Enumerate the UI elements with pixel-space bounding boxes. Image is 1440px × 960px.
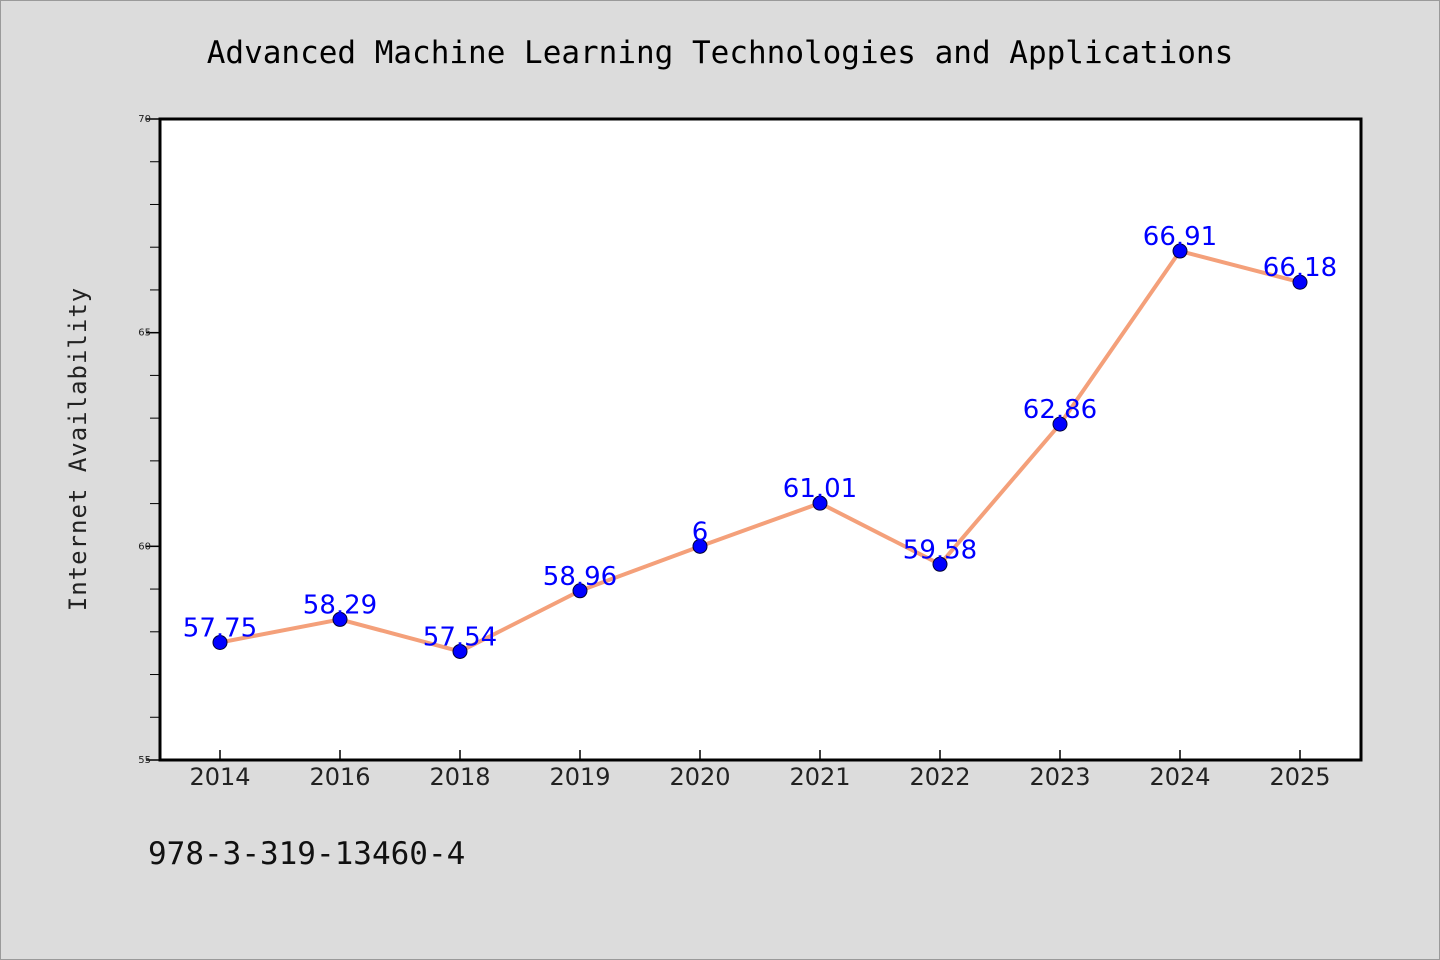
data-label: 59.58: [903, 535, 977, 565]
x-tick-label: 2021: [789, 763, 850, 791]
y-tick-label: 65: [138, 328, 151, 339]
data-point-marker: [332, 611, 348, 627]
x-tick-label: 2022: [909, 763, 970, 791]
data-label: 57.54: [423, 622, 497, 652]
y-tick-label: 70: [138, 114, 151, 125]
x-tick-label: 2014: [189, 763, 250, 791]
data-point-marker: [212, 634, 228, 650]
data-label: 61.01: [783, 474, 857, 504]
y-tick-label: 55: [138, 755, 151, 766]
x-tick-label: 2025: [1269, 763, 1330, 791]
series-markers: [212, 243, 1308, 659]
data-label: 62.86: [1023, 395, 1097, 425]
data-label: 58.96: [543, 562, 617, 592]
data-label: 57.75: [183, 613, 257, 643]
x-tick-label: 2020: [669, 763, 730, 791]
x-tick-label: 2024: [1149, 763, 1210, 791]
chart-title: Advanced Machine Learning Technologies a…: [207, 35, 1234, 71]
data-point-marker: [812, 495, 828, 511]
x-tick-label: 2019: [549, 763, 610, 791]
x-axis-ticks: 2014 2016 2018 2019 2020 2021 2022 2023 2024 2025: [189, 750, 1331, 791]
y-tick-label: 60: [138, 541, 151, 552]
data-point-marker: [452, 643, 468, 659]
footer-isbn: 978-3-319-13460-4: [148, 836, 465, 872]
data-point-marker: [1052, 416, 1068, 432]
data-label: 58.29: [303, 590, 377, 620]
data-labels: 57.75 58.29 57.54 58.96 6 61.01 59.58 62.86 66.9…: [183, 222, 1337, 652]
data-point-marker: [1292, 274, 1308, 290]
plot-area: [158, 117, 1363, 762]
series-line: [218, 249, 1302, 654]
data-point-marker: [572, 583, 588, 599]
data-point-marker: [692, 538, 708, 554]
x-tick-label: 2016: [309, 763, 370, 791]
data-point-marker: [932, 556, 948, 572]
data-label: 66.91: [1143, 222, 1217, 252]
data-point-marker: [1172, 243, 1188, 259]
data-label: 6: [692, 517, 709, 547]
x-tick-label: 2023: [1029, 763, 1090, 791]
y-axis-ticks: 55 60 65 70: [138, 114, 160, 766]
x-tick-label: 2018: [429, 763, 490, 791]
y-axis-label: Internet Availability: [64, 287, 92, 611]
data-label: 66.18: [1263, 253, 1337, 283]
